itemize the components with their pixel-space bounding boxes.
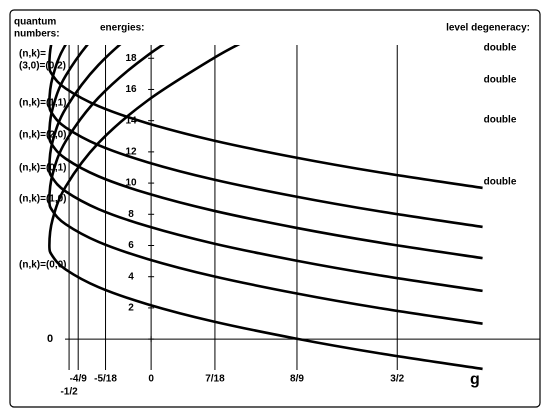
series-label: (n,k)= [19, 49, 46, 60]
y-tick-label: 4 [128, 271, 134, 282]
curves [48, 45, 483, 371]
header-middle: energies: [100, 23, 144, 34]
series-label: (n,k)=(0,0) [19, 260, 67, 271]
x-tick-label: 3/2 [390, 374, 404, 385]
curve [48, 45, 483, 371]
series-label: (n,k)=(1,0) [19, 194, 67, 205]
y-tick-label: 6 [128, 240, 134, 251]
series-label: (n,k)=(0,1) [19, 163, 67, 174]
y-tick-label: 0 [47, 333, 53, 345]
x-tick-label: 0 [148, 374, 154, 385]
curve [48, 45, 483, 190]
degeneracy-label: double [484, 115, 517, 126]
x-tick-label: -1/2 [60, 387, 78, 398]
curve [48, 45, 483, 325]
y-tick-label: 2 [128, 303, 134, 314]
frame [9, 9, 541, 408]
x-axis-label: g [470, 371, 480, 388]
y-tick-label: 14 [125, 115, 137, 126]
x-tick-label: -5/18 [94, 374, 117, 385]
curve [48, 45, 483, 229]
y-tick-label: 10 [125, 178, 137, 189]
x-tick-label: -4/9 [70, 374, 88, 385]
y-tick-label: 18 [125, 53, 137, 64]
degeneracy-label: double [484, 43, 517, 54]
header-left: quantum [14, 17, 56, 28]
header-right: level degeneracy: [446, 23, 530, 34]
x-tick-label: 8/9 [290, 374, 304, 385]
y-tick-label: 12 [125, 147, 137, 158]
degeneracy-label: double [484, 177, 517, 188]
header-left: numbers: [14, 29, 60, 40]
curve [48, 45, 483, 260]
degeneracy-label: double [484, 75, 517, 86]
series-label: (3,0)=(0,2) [19, 61, 66, 72]
y-tick-label: 8 [128, 209, 134, 220]
curve [48, 45, 483, 293]
y-tick-label: 16 [125, 84, 137, 95]
x-tick-label: 7/18 [205, 374, 225, 385]
series-label: (n,k)=(1,1) [19, 98, 67, 109]
series-label: (n,k)=(2,0) [19, 130, 67, 141]
